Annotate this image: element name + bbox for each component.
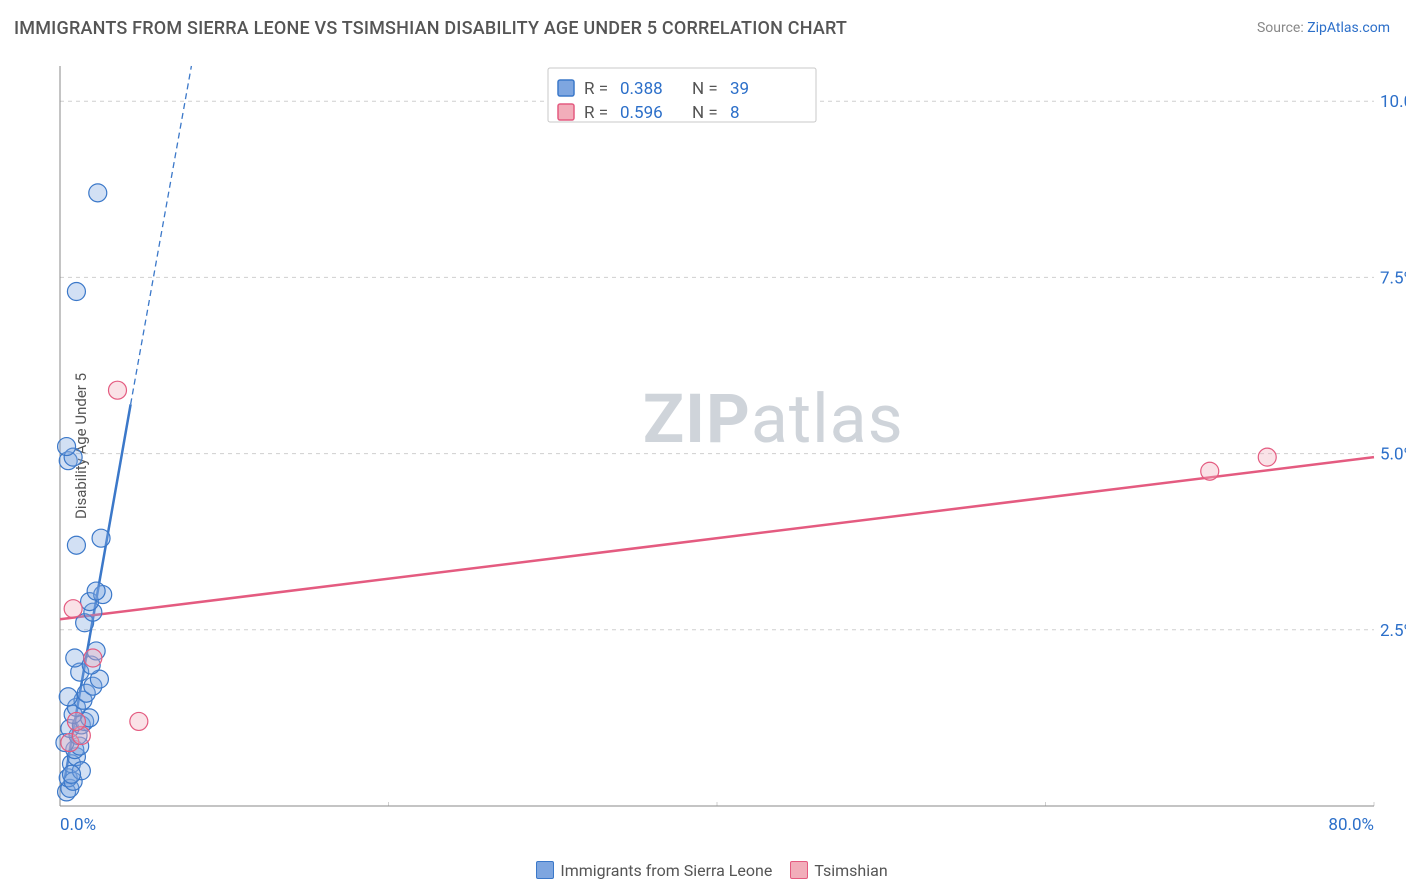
trend-line [60,457,1374,619]
chart-title: IMMIGRANTS FROM SIERRA LEONE VS TSIMSHIA… [14,18,847,39]
legend-r-label: R = [584,79,608,99]
legend-r-label: R = [584,103,608,123]
data-point [67,283,85,301]
y-tick-label: 10.0% [1380,92,1406,112]
data-point [87,582,105,600]
x-tick-label: 0.0% [60,815,96,835]
y-tick-label: 2.5% [1380,621,1406,641]
data-point [92,529,110,547]
legend-n-label: N = [692,103,718,123]
data-point [67,712,85,730]
source-link[interactable]: ZipAtlas.com [1307,20,1390,36]
legend-label: Immigrants from Sierra Leone [560,861,772,880]
legend-r-value: 0.596 [620,103,663,123]
legend-label: Tsimshian [814,861,887,880]
scatter-chart: 2.5%5.0%7.5%10.0%0.0%80.0%R = 0.388N = 3… [48,60,1384,820]
legend-swatch [558,104,574,120]
trend-line-dash [131,66,192,404]
x-tick-label: 80.0% [1328,815,1374,835]
data-point [1258,448,1276,466]
y-tick-label: 7.5% [1380,268,1406,288]
chart-container: IMMIGRANTS FROM SIERRA LEONE VS TSIMSHIA… [0,0,1406,892]
data-point [89,184,107,202]
legend-n-value: 8 [730,103,740,123]
data-point [64,600,82,618]
source-label: Source: [1257,20,1307,36]
data-point [108,381,126,399]
data-point [62,765,80,783]
data-point [59,688,77,706]
legend-r-value: 0.388 [620,79,663,99]
data-point [58,438,76,456]
legend-n-label: N = [692,79,718,99]
chart-svg: 2.5%5.0%7.5%10.0%0.0%80.0%R = 0.388N = 3… [48,60,1384,820]
data-point [1201,462,1219,480]
bottom-legend: Immigrants from Sierra Leone Tsimshian [0,861,1406,880]
data-point [130,712,148,730]
legend-swatch [558,80,574,96]
legend-swatch [790,861,808,879]
source-attribution: Source: ZipAtlas.com [1257,20,1390,36]
legend-swatch [536,861,554,879]
legend-n-value: 39 [730,79,749,99]
y-tick-label: 5.0% [1380,445,1406,465]
data-point [84,649,102,667]
data-point [67,536,85,554]
data-point [66,649,84,667]
